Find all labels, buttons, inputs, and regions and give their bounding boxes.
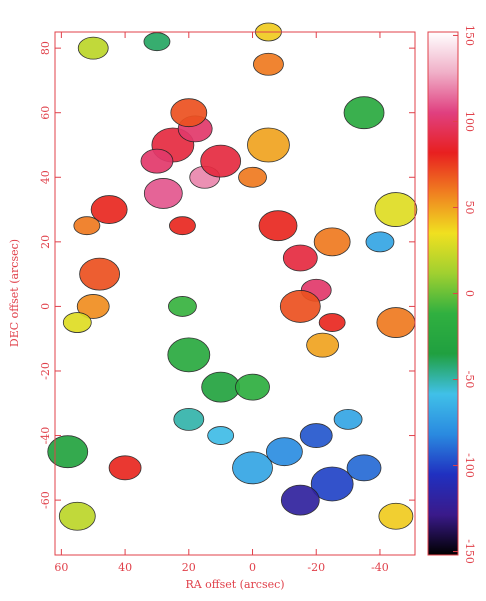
emission-blob	[343, 96, 385, 130]
emission-blob	[201, 371, 241, 403]
emission-blob	[265, 437, 303, 467]
emission-blob	[299, 423, 333, 448]
emission-blob	[200, 144, 242, 178]
emission-blob	[346, 454, 382, 482]
emission-blob	[73, 216, 101, 236]
emission-blob	[280, 484, 320, 516]
emission-blob	[238, 166, 267, 188]
emission-blob	[108, 455, 142, 481]
x-tick-label: -40	[371, 561, 389, 574]
colorbar-tick-label: 100	[463, 111, 476, 132]
emission-blob	[170, 98, 208, 128]
y-tick-label: -20	[39, 362, 52, 380]
emission-blob	[62, 312, 92, 333]
emission-blob	[173, 408, 205, 431]
emission-blob	[167, 337, 211, 373]
emission-blob	[333, 409, 363, 430]
emission-blob	[235, 373, 270, 401]
colorbar-tick-label: -150	[463, 539, 476, 564]
emission-blob	[140, 148, 174, 174]
x-tick-label: -20	[307, 561, 325, 574]
emission-blob	[253, 52, 284, 76]
emission-blob	[47, 435, 89, 469]
emission-blob	[306, 332, 340, 358]
emission-blob	[282, 244, 318, 272]
emission-blob	[232, 451, 273, 485]
emission-blob	[310, 466, 354, 502]
emission-blob	[143, 32, 171, 52]
y-axis-label: DEC offset (arcsec)	[8, 239, 21, 347]
emission-blob	[374, 192, 418, 227]
colorbar-tick-label: -50	[463, 371, 476, 389]
y-tick-label: -40	[39, 427, 52, 445]
emission-blob	[143, 178, 183, 209]
emission-blob	[376, 307, 416, 338]
emission-blob	[207, 426, 235, 445]
colorbar-tick-label: 0	[463, 290, 476, 297]
x-tick-label: 40	[118, 561, 132, 574]
emission-blob	[76, 294, 110, 319]
x-tick-label: 20	[182, 561, 196, 574]
emission-blob	[318, 313, 346, 332]
x-tick-label: 60	[54, 561, 68, 574]
emission-blob	[365, 231, 395, 253]
y-tick-label: 80	[39, 41, 52, 55]
emission-blob	[168, 296, 197, 317]
y-tick-label: 0	[39, 303, 52, 310]
emission-blob	[247, 127, 290, 163]
emission-blob	[258, 210, 298, 242]
emission-blob	[90, 195, 128, 224]
y-tick-label: 60	[39, 106, 52, 120]
plot-frame	[54, 31, 416, 556]
colorbar-tick-label: 50	[463, 200, 476, 214]
x-axis-label: RA offset (arcsec)	[185, 578, 284, 591]
y-tick-label: 40	[39, 170, 52, 184]
y-tick-label: 20	[39, 235, 52, 249]
emission-blob	[313, 227, 351, 257]
emission-blob	[77, 36, 109, 60]
colorbar-tick-label: -100	[463, 453, 476, 478]
emission-blob	[58, 501, 96, 531]
emission-blob	[378, 502, 414, 530]
x-tick-label: 0	[249, 561, 256, 574]
emission-blob	[279, 290, 321, 323]
y-tick-label: -60	[39, 491, 52, 509]
emission-blob	[169, 216, 196, 236]
colorbar-tick-label: 150	[463, 25, 476, 46]
emission-blob	[79, 257, 121, 291]
